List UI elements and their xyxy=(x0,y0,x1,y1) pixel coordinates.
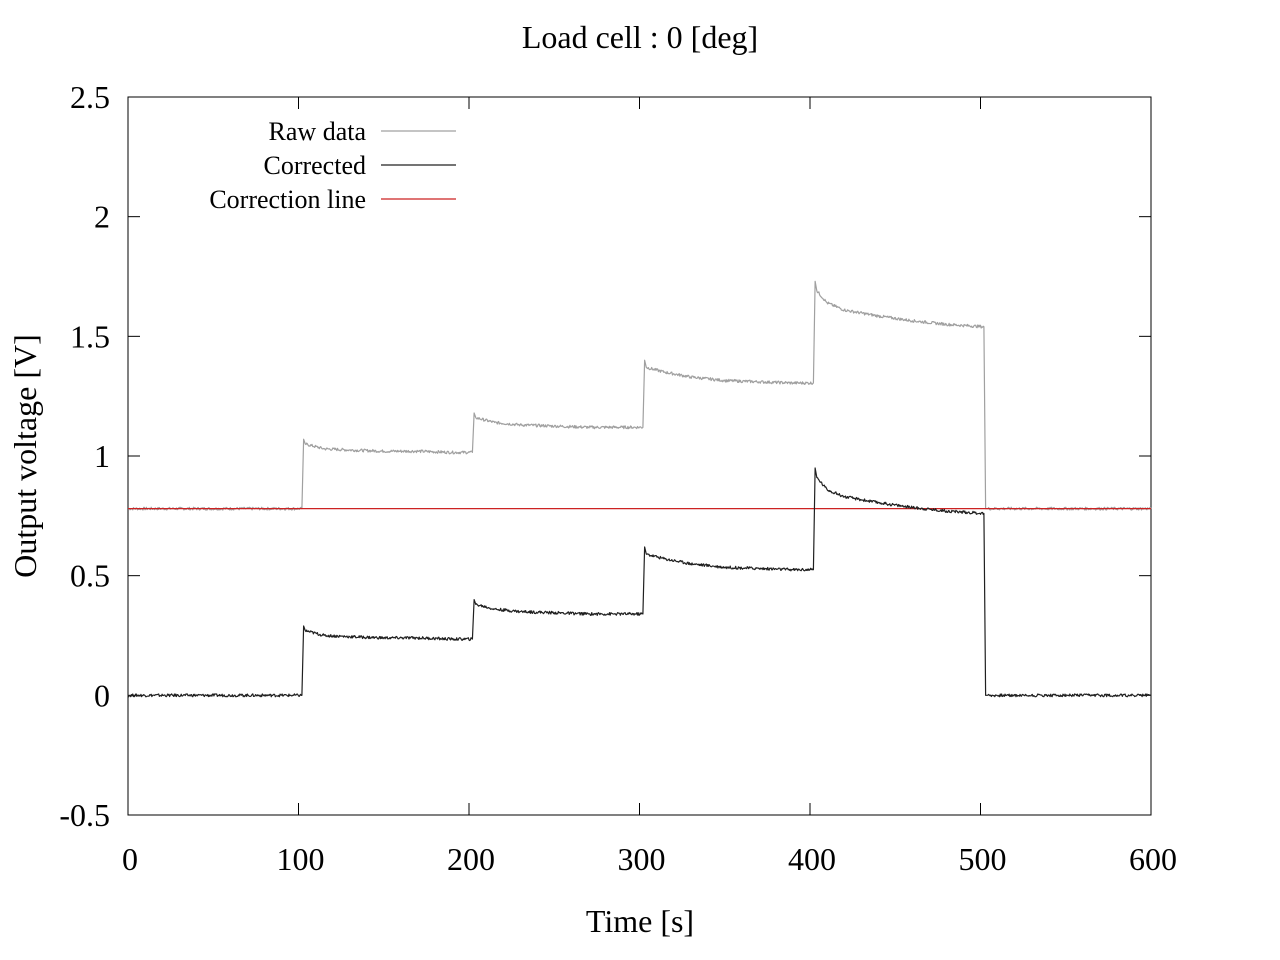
x-tick-label: 0 xyxy=(122,841,138,877)
y-axis-label: Output voltage [V] xyxy=(7,334,43,578)
legend-label: Raw data xyxy=(269,117,367,146)
y-tick-label: -0.5 xyxy=(59,797,110,833)
x-tick-label: 400 xyxy=(788,841,836,877)
legend: Raw data Corrected Correction line xyxy=(209,117,456,214)
x-tick-label: 200 xyxy=(447,841,495,877)
y-tick-label: 1.5 xyxy=(70,318,110,354)
x-tick-label: 100 xyxy=(277,841,325,877)
x-tick-label: 600 xyxy=(1129,841,1177,877)
series-layer xyxy=(127,280,1152,698)
x-tick-label: 300 xyxy=(618,841,666,877)
series-line-2 xyxy=(127,467,1152,698)
series-line-1 xyxy=(127,280,1152,511)
axis-ticks: 0 100 200 300 400 500 600 -0.5 0 0.5 1 1.5 2 2.5 xyxy=(59,79,1177,877)
y-tick-label: 2 xyxy=(94,199,110,235)
x-tick-label: 500 xyxy=(959,841,1007,877)
legend-label: Corrected xyxy=(263,151,366,180)
y-tick-label: 1 xyxy=(94,438,110,474)
x-axis-label: Time [s] xyxy=(586,903,694,939)
chart-title: Load cell : 0 [deg] xyxy=(522,19,758,55)
y-tick-label: 0 xyxy=(94,677,110,713)
y-tick-label: 2.5 xyxy=(70,79,110,115)
y-tick-label: 0.5 xyxy=(70,558,110,594)
legend-label: Correction line xyxy=(209,185,366,214)
